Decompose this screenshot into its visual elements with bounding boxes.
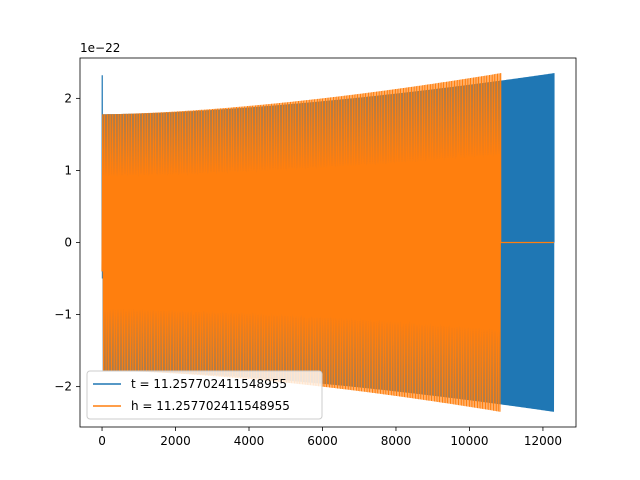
legend-label: t = 11.257702411548955 (131, 377, 287, 391)
legend-label: h = 11.257702411548955 (131, 399, 290, 413)
y-axis: −2 −1 0 1 2 (54, 91, 80, 394)
legend: t = 11.257702411548955 h = 11.25770241154… (86, 370, 323, 420)
x-tick-label: 6000 (307, 434, 338, 448)
y-tick-label: 2 (64, 91, 72, 105)
x-tick-label: 4000 (234, 434, 265, 448)
y-tick-label: −1 (54, 308, 72, 322)
x-tick-label: 10000 (450, 434, 488, 448)
y-tick-label: −2 (54, 380, 72, 394)
series-line-h (101, 73, 554, 412)
x-tick-label: 2000 (160, 434, 191, 448)
x-axis: 0 2000 4000 6000 8000 10000 12000 (98, 427, 562, 448)
x-tick-label: 0 (98, 434, 106, 448)
x-tick-label: 12000 (524, 434, 562, 448)
x-tick-label: 8000 (381, 434, 412, 448)
y-tick-label: 1 (64, 163, 72, 177)
plot-area (101, 73, 555, 412)
y-offset-text: 1e−22 (80, 41, 120, 55)
legend-box (86, 370, 323, 420)
y-tick-label: 0 (64, 236, 72, 250)
